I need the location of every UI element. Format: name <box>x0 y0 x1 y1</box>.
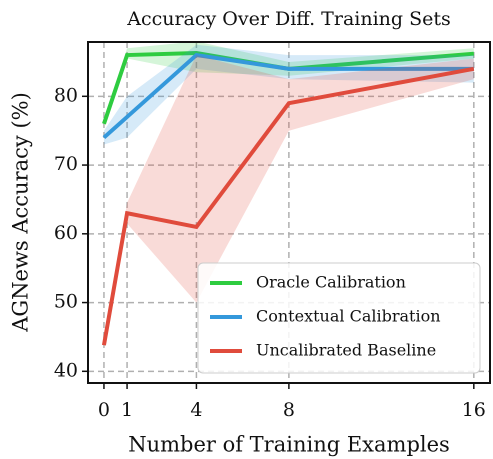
y-tick-label: 50 <box>54 291 78 313</box>
x-tick-label: 4 <box>190 399 202 421</box>
x-tick-label: 1 <box>121 399 133 421</box>
line <box>101 66 475 346</box>
x-tick-label: 0 <box>98 399 110 421</box>
x-tick-label: 8 <box>283 399 295 421</box>
x-tick-label: 16 <box>462 399 486 421</box>
legend-label: Oracle Calibration <box>256 273 406 292</box>
legend-label: Uncalibrated Baseline <box>256 341 436 360</box>
y-tick-label: 80 <box>54 84 78 106</box>
y-axis-label: AGNews Accuracy (%) <box>9 92 33 333</box>
legend-label: Contextual Calibration <box>256 307 441 326</box>
y-tick-label: 70 <box>54 153 78 175</box>
y-tick-label: 40 <box>54 359 78 381</box>
chart-title: Accuracy Over Diff. Training Sets <box>126 8 451 30</box>
x-axis-label: Number of Training Examples <box>128 433 450 457</box>
legend-box <box>197 262 481 374</box>
confidence-band <box>103 55 474 346</box>
y-tick-label: 60 <box>54 222 78 244</box>
line <box>102 52 474 140</box>
plot-frame <box>87 41 491 384</box>
line <box>102 50 474 125</box>
